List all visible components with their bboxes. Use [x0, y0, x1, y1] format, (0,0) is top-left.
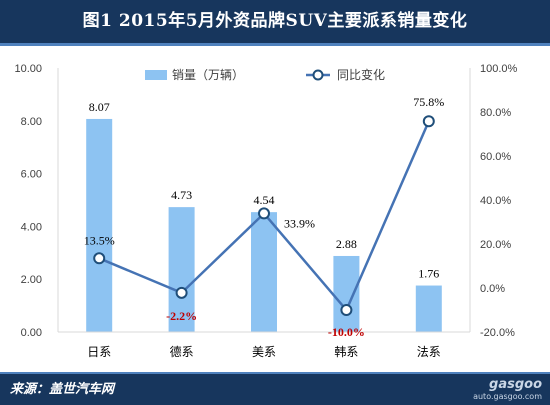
bar-value-label: 1.76 — [418, 267, 439, 281]
legend-bar-label: 销量（万辆） — [172, 68, 244, 82]
bar — [251, 212, 277, 332]
source-note: 来源：盖世汽车网 — [10, 382, 115, 397]
line-value-label: 75.8% — [413, 95, 444, 109]
category-label: 法系 — [417, 345, 441, 359]
left-tick-label: 2.00 — [21, 274, 42, 286]
category-label: 日系 — [87, 345, 111, 359]
line-point — [93, 252, 106, 265]
legend: 销量（万辆） 同比变化 — [145, 67, 385, 82]
bar — [168, 207, 195, 332]
line-value-label-negative: -2.2% — [166, 309, 197, 323]
line-point — [422, 115, 435, 128]
right-axis-ticks: -20.0% 0.0% 20.0% 40.0% 60.0% 80.0% 100.0% — [480, 63, 518, 339]
left-tick-label: 0.00 — [21, 327, 42, 339]
right-tick-label: 100.0% — [480, 63, 518, 75]
line-point — [258, 207, 270, 220]
watermark-logo: gasgoo — [489, 377, 542, 392]
bar-value-label: 2.88 — [336, 237, 357, 251]
bar-series — [86, 118, 442, 333]
legend-line-label: 同比变化 — [337, 67, 385, 82]
right-tick-label: 60.0% — [480, 151, 511, 163]
axis-lines — [57, 68, 471, 333]
category-label: 韩系 — [334, 344, 358, 359]
title-bar: 图1 2015年5月外资品牌SUV主要派系销量变化 — [0, 0, 550, 46]
chart: 0.00 2.00 4.00 6.00 8.00 10.00 -20.0% 0.0% 20.0… — [14, 63, 518, 359]
left-tick-label: 4.00 — [21, 221, 42, 233]
bar — [333, 255, 360, 332]
left-tick-label: 6.00 — [21, 169, 42, 181]
line-series — [93, 115, 435, 316]
left-tick-label: 8.00 — [21, 116, 42, 128]
line-point — [175, 286, 188, 299]
watermark-url: auto.gasgoo.com — [473, 392, 542, 401]
bar — [415, 285, 442, 332]
right-tick-label: 0.0% — [480, 283, 505, 295]
right-tick-label: 80.0% — [480, 107, 511, 119]
right-tick-label: 20.0% — [480, 239, 511, 251]
line-value-label: 33.9% — [284, 216, 315, 230]
watermark: gasgoo auto.gasgoo.com — [450, 377, 542, 403]
line-value-label: 13.5% — [84, 233, 115, 247]
category-label: 德系 — [170, 344, 194, 359]
legend-bar-swatch — [145, 70, 167, 80]
page-title: 图1 2015年5月外资品牌SUV主要派系销量变化 — [82, 11, 468, 31]
bar-value-label: 4.73 — [171, 188, 192, 202]
right-tick-label: -20.0% — [480, 327, 515, 339]
bar-value-label: 8.07 — [89, 100, 110, 114]
line-point — [340, 304, 353, 316]
legend-line-marker — [312, 69, 324, 81]
category-labels: 日系 德系 美系 韩系 法系 — [87, 344, 441, 359]
left-tick-label: 10.00 — [14, 63, 42, 75]
bar-value-label: 4.54 — [254, 193, 275, 207]
bar — [86, 118, 113, 333]
data-labels: 8.07 4.73 4.54 2.88 1.76 13.5% -2.2% 33.9% -10.0… — [84, 95, 445, 339]
left-axis-ticks: 0.00 2.00 4.00 6.00 8.00 10.00 — [14, 63, 42, 339]
right-tick-label: 40.0% — [480, 195, 511, 207]
line-value-label-negative: -10.0% — [328, 325, 365, 339]
footer-bar: 来源：盖世汽车网 gasgoo auto.gasgoo.com — [0, 372, 550, 405]
category-label: 美系 — [252, 345, 276, 359]
